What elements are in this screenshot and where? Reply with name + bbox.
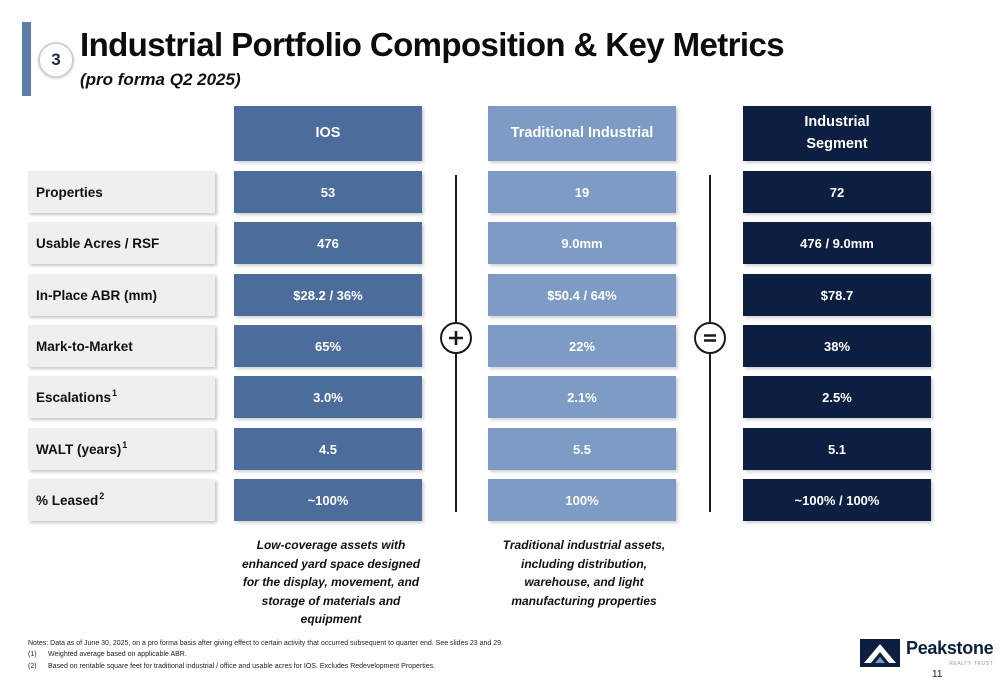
footnotes: Notes: Data as of June 30, 2025, on a pr…	[28, 638, 768, 672]
traditional-value-usable-acres-rsf: 9.0mm	[488, 222, 676, 264]
footnote-2-text: Based on rentable square feet for tradit…	[48, 662, 436, 670]
column-header-traditional-label: Traditional Industrial	[510, 124, 654, 141]
footnote-2: (2) Based on rentable square feet for tr…	[28, 661, 768, 672]
column-header-industrial-segment: Industrial Segment	[743, 106, 931, 161]
traditional-value-mark-to-market: 22%	[488, 325, 676, 367]
peakstone-logo-mark-icon	[860, 638, 900, 667]
ios-value-properties: 53	[234, 171, 422, 213]
industrial-value-mark-to-market: 38%	[743, 325, 931, 367]
ios-value-walt-years: 4.5	[234, 428, 422, 470]
page-subtitle: (pro forma Q2 2025)	[80, 70, 241, 89]
row-label-text: WALT (years)	[36, 441, 122, 457]
industrial-value-walt-years: 5.1	[743, 428, 931, 470]
logo-name: Peakstone	[906, 638, 994, 658]
logo-tagline: REALTY TRUST	[949, 661, 994, 667]
ios-value-escalations: 3.0%	[234, 376, 422, 418]
traditional-value-properties: 19	[488, 171, 676, 213]
title-accent-bar	[22, 22, 31, 96]
footnote-marker: 2	[99, 491, 105, 501]
page-title: Industrial Portfolio Composition & Key M…	[80, 26, 785, 63]
footnote-1: (1) Weighted average based on applicable…	[28, 649, 768, 660]
ios-value-usable-acres-rsf: 476	[234, 222, 422, 264]
footnote-marker: 1	[112, 388, 118, 398]
footnote-1-number: (1)	[28, 651, 37, 659]
row-label-escalations: Escalations 1	[28, 376, 215, 418]
ios-description: Low-coverage assets with enhanced yard s…	[241, 538, 421, 627]
ios-value-leased: ~100%	[234, 479, 422, 521]
industrial-value-leased: ~100% / 100%	[743, 479, 931, 521]
traditional-value-leased: 100%	[488, 479, 676, 521]
column-header-industrial-label: Industrial Segment	[804, 114, 870, 152]
traditional-description: Traditional industrial assets, including…	[502, 538, 666, 608]
section-number-badge: 3	[38, 42, 74, 78]
row-label-text: % Leased	[36, 492, 99, 508]
traditional-value-escalations: 2.1%	[488, 376, 676, 418]
ios-value-in-place-abr-mm: $28.2 / 36%	[234, 274, 422, 316]
plus-circle-icon	[440, 322, 472, 354]
industrial-value-properties: 72	[743, 171, 931, 213]
row-label-properties: Properties	[28, 171, 215, 213]
equals-circle-icon	[694, 322, 726, 354]
row-label-usable-acres-rsf: Usable Acres / RSF	[28, 222, 215, 264]
traditional-value-walt-years: 5.5	[488, 428, 676, 470]
footnote-1-text: Weighted average based on applicable ABR…	[48, 651, 187, 659]
row-label-text: Usable Acres / RSF	[36, 235, 160, 251]
row-label-mark-to-market: Mark-to-Market	[28, 325, 215, 367]
row-label-text: Properties	[36, 184, 103, 200]
column-header-ios-label: IOS	[315, 124, 341, 141]
traditional-value-in-place-abr-mm: $50.4 / 64%	[488, 274, 676, 316]
industrial-value-escalations: 2.5%	[743, 376, 931, 418]
row-label-text: Mark-to-Market	[36, 338, 133, 354]
row-label-walt-years: WALT (years) 1	[28, 428, 215, 470]
row-label-leased: % Leased 2	[28, 479, 215, 521]
row-label-text: Escalations	[36, 389, 112, 405]
footnote-2-number: (2)	[28, 662, 37, 670]
industrial-value-usable-acres-rsf: 476 / 9.0mm	[743, 222, 931, 264]
row-label-in-place-abr-mm: In-Place ABR (mm)	[28, 274, 215, 316]
column-header-traditional: Traditional Industrial	[488, 106, 676, 161]
row-label-text: In-Place ABR (mm)	[36, 287, 158, 303]
page-number: 11	[932, 669, 943, 680]
footnote-main: Notes: Data as of June 30, 2025, on a pr…	[28, 640, 503, 647]
ios-value-mark-to-market: 65%	[234, 325, 422, 367]
industrial-value-in-place-abr-mm: $78.7	[743, 274, 931, 316]
peakstone-logo: Peakstone REALTY TRUST	[860, 638, 994, 667]
column-header-ios: IOS	[234, 106, 422, 161]
footnote-marker: 1	[122, 440, 128, 450]
